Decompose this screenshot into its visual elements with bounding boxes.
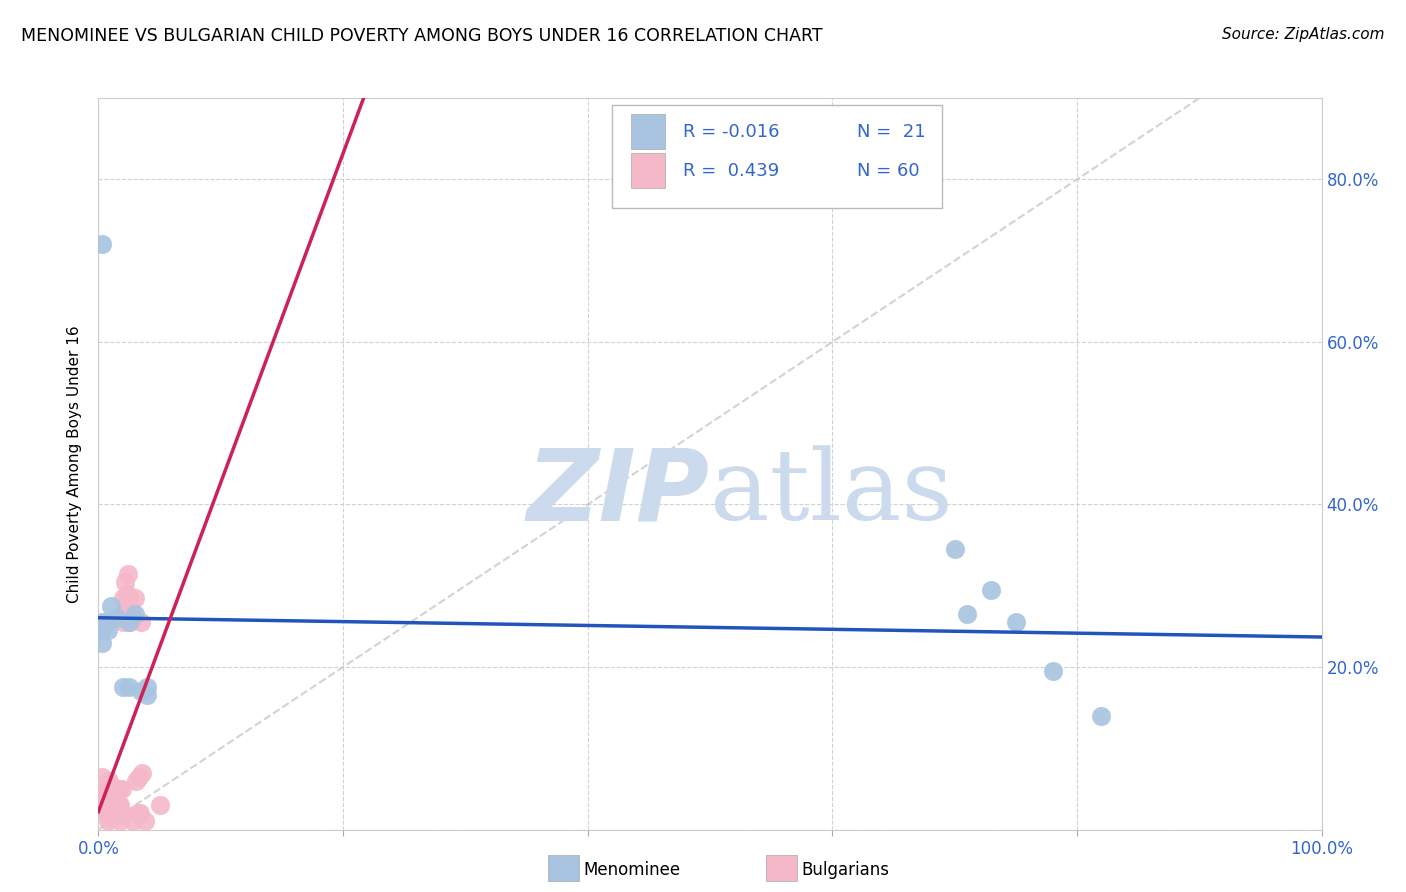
Point	[105, 611, 128, 625]
Point	[101, 810, 124, 824]
Point	[118, 591, 141, 605]
Point	[120, 615, 142, 630]
Point	[103, 806, 125, 821]
Point	[91, 624, 114, 638]
Text: R =  0.439: R = 0.439	[683, 161, 779, 179]
Point	[94, 781, 117, 796]
Text: N =  21: N = 21	[856, 123, 925, 141]
Text: Bulgarians: Bulgarians	[801, 861, 890, 879]
Point	[101, 806, 124, 821]
Point	[980, 582, 1002, 597]
Point	[1090, 708, 1112, 723]
Text: ZIP: ZIP	[527, 444, 710, 541]
Text: Menominee: Menominee	[583, 861, 681, 879]
Text: N = 60: N = 60	[856, 161, 920, 179]
Point	[100, 806, 122, 821]
Point	[100, 798, 122, 813]
Point	[117, 566, 139, 581]
Point	[125, 773, 148, 788]
Point	[103, 798, 125, 813]
Bar	[630, 114, 665, 149]
Point	[91, 770, 114, 784]
Point	[943, 542, 966, 557]
Point	[115, 587, 138, 601]
Point	[122, 611, 145, 625]
Point	[93, 790, 115, 805]
Point	[1004, 615, 1026, 630]
Point	[111, 681, 134, 695]
Point	[124, 607, 146, 622]
Point	[98, 773, 121, 788]
Point	[115, 611, 138, 625]
Point	[956, 607, 979, 622]
Point	[97, 624, 120, 638]
Point	[111, 806, 134, 821]
Point	[114, 574, 136, 589]
Y-axis label: Child Poverty Among Boys Under 16: Child Poverty Among Boys Under 16	[67, 325, 83, 603]
Point	[94, 615, 117, 630]
Point	[97, 814, 120, 829]
Point	[100, 781, 122, 796]
Point	[104, 806, 127, 821]
Point	[110, 798, 132, 813]
Point	[121, 814, 143, 829]
Point	[108, 781, 131, 796]
Point	[93, 798, 115, 813]
Point	[101, 794, 124, 808]
Point	[105, 806, 128, 821]
Point	[136, 681, 159, 695]
Point	[97, 778, 120, 792]
Point	[105, 781, 128, 796]
Point	[91, 635, 114, 649]
Point	[127, 806, 149, 821]
Bar	[630, 153, 665, 188]
Point	[129, 806, 152, 821]
FancyBboxPatch shape	[612, 105, 942, 208]
Point	[107, 781, 129, 796]
Point	[111, 591, 134, 605]
Point	[131, 765, 153, 780]
Point	[110, 814, 132, 829]
Point	[98, 806, 121, 821]
Point	[94, 806, 117, 821]
Point	[136, 689, 159, 703]
Point	[120, 603, 142, 617]
Point	[105, 798, 128, 813]
Point	[108, 798, 131, 813]
Point	[97, 806, 120, 821]
Point	[112, 607, 135, 622]
Point	[98, 790, 121, 805]
Point	[100, 599, 122, 613]
Point	[118, 615, 141, 630]
Point	[101, 790, 124, 805]
Point	[118, 681, 141, 695]
Point	[134, 814, 156, 829]
Point	[91, 615, 114, 630]
Point	[118, 611, 141, 625]
Text: Source: ZipAtlas.com: Source: ZipAtlas.com	[1222, 27, 1385, 42]
Point	[104, 790, 127, 805]
Point	[129, 615, 152, 630]
Text: atlas: atlas	[710, 445, 953, 541]
Point	[111, 615, 134, 630]
Point	[96, 798, 118, 813]
Text: MENOMINEE VS BULGARIAN CHILD POVERTY AMONG BOYS UNDER 16 CORRELATION CHART: MENOMINEE VS BULGARIAN CHILD POVERTY AMO…	[21, 27, 823, 45]
Point	[91, 237, 114, 252]
Point	[1042, 664, 1064, 678]
Point	[128, 770, 150, 784]
Point	[129, 684, 152, 698]
Point	[111, 781, 134, 796]
Point	[103, 781, 125, 796]
Point	[114, 599, 136, 613]
Point	[124, 591, 146, 605]
Point	[107, 798, 129, 813]
Text: R = -0.016: R = -0.016	[683, 123, 779, 141]
Point	[96, 781, 118, 796]
Point	[149, 798, 172, 813]
Point	[91, 790, 114, 805]
